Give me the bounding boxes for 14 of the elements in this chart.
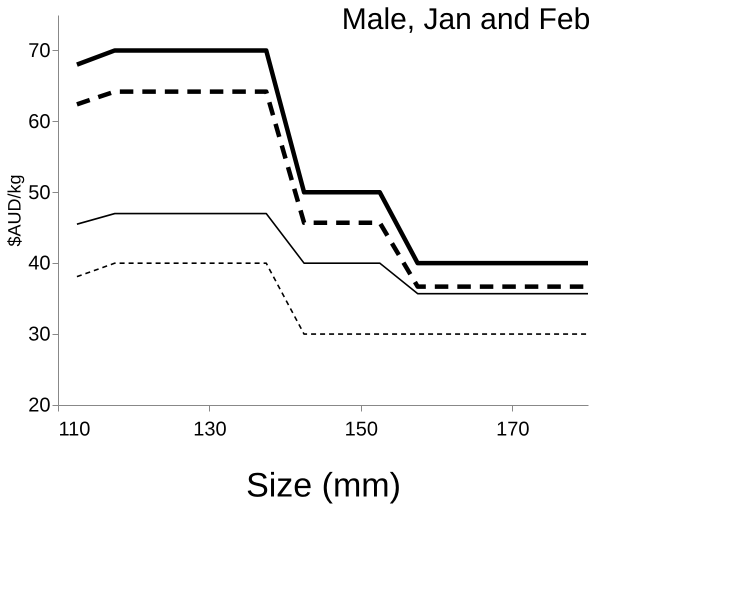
chart-title: Male, Jan and Feb [342,3,590,36]
line-series [76,212,589,294]
y-tick-label: 60 [28,110,50,133]
x-tick-label: 170 [496,418,530,440]
x-tick-label: 150 [344,418,378,440]
y-tick-label: 70 [28,40,50,62]
x-tick-label: 130 [193,418,227,440]
y-tick-label: 20 [28,394,50,416]
y-tick-label: 30 [28,324,50,346]
x-tick-label: 110 [58,418,90,440]
x-axis-title: Size (mm) [246,466,401,504]
y-tick-label: 50 [28,182,50,204]
y-tick-label: 40 [28,252,50,275]
y-axis-title: $AUD/kg [4,174,24,247]
